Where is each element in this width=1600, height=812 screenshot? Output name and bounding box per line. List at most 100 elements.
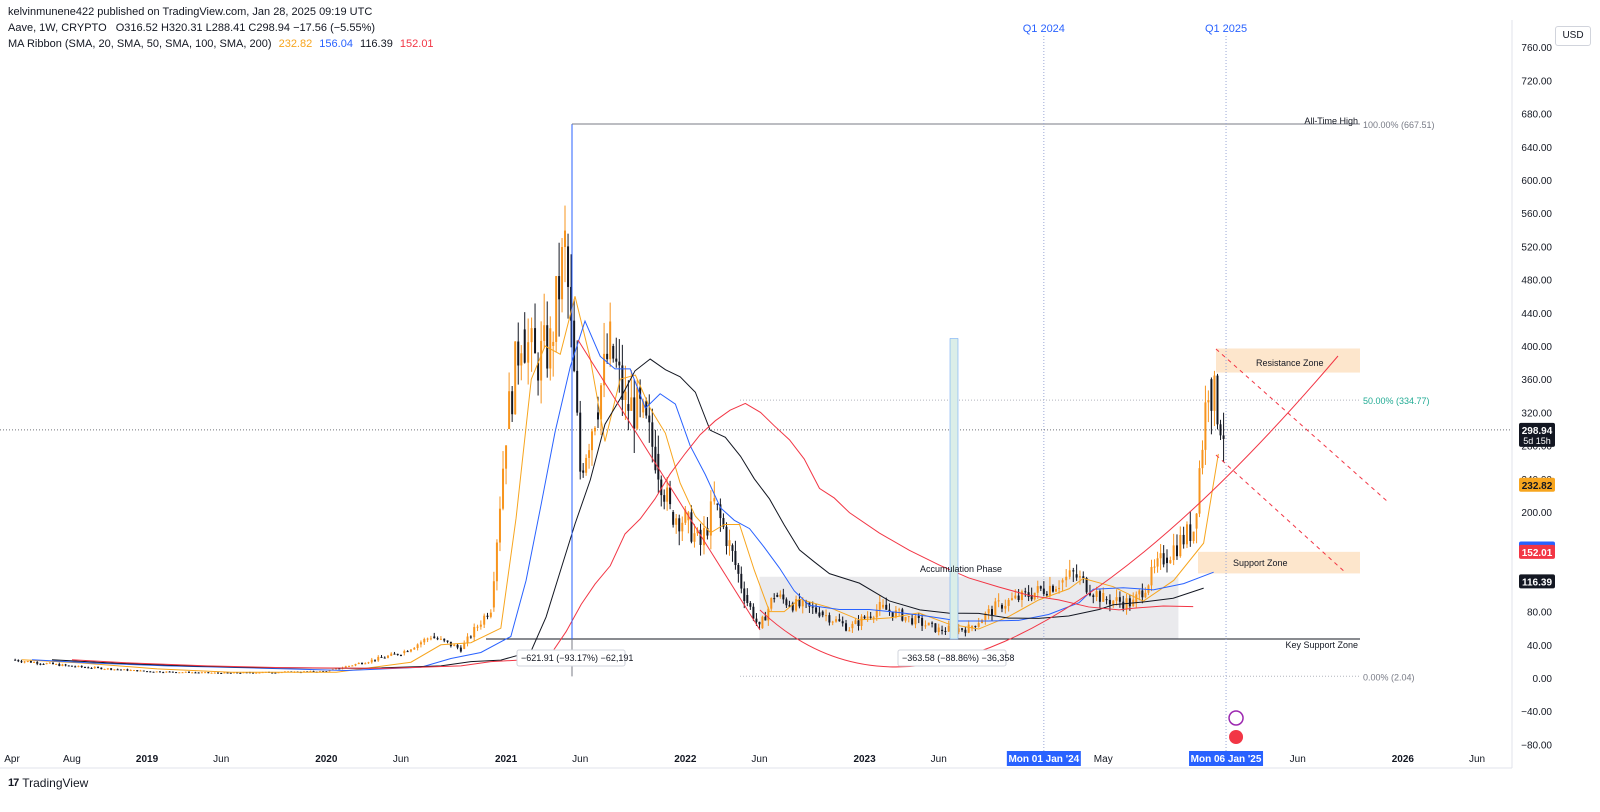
y-tick-label: 760.00	[1521, 43, 1552, 54]
candle-body	[171, 671, 174, 673]
candle-body	[1169, 560, 1172, 564]
candle-body	[543, 325, 546, 341]
candle-body	[1185, 524, 1188, 545]
candle-body	[1048, 585, 1051, 596]
candle-body	[690, 512, 693, 542]
candle-body	[997, 600, 1000, 602]
candle-body	[1115, 597, 1118, 601]
candle-body	[433, 636, 436, 639]
candle-body	[399, 654, 402, 656]
candle-body	[74, 666, 77, 668]
time-highlight-badge	[1189, 751, 1264, 766]
candle-body	[875, 609, 878, 618]
candle-body	[213, 672, 216, 674]
x-tick-label: 2019	[136, 754, 159, 765]
candle-body	[924, 625, 927, 627]
symbol-label[interactable]: Aave, 1W, CRYPTO	[8, 22, 107, 34]
candle-body	[271, 672, 274, 674]
candle-body	[239, 672, 242, 674]
candle-body	[386, 655, 389, 658]
y-tick-label: 200.00	[1521, 508, 1552, 519]
candle-body	[967, 624, 970, 633]
x-tick-label: Jun	[572, 754, 588, 765]
candle-body	[116, 669, 119, 671]
candle-body	[872, 617, 875, 619]
ma-value-20: 232.82	[278, 38, 313, 50]
candle-body	[944, 630, 947, 632]
resistance-zone-label: Resistance Zone	[1256, 358, 1324, 368]
candle-body	[443, 638, 446, 641]
candle-body	[776, 595, 779, 597]
support-zone-label: Support Zone	[1233, 558, 1288, 568]
price-axis-badge	[1519, 544, 1555, 559]
candle-body	[994, 601, 997, 615]
candle-body	[165, 671, 168, 673]
candle-body	[746, 595, 749, 603]
ma-line-sma-50	[31, 319, 1214, 672]
candle-body	[204, 672, 207, 674]
candle-body	[770, 598, 773, 609]
candle-body	[1201, 449, 1204, 469]
candle-body	[815, 607, 818, 613]
candle-body	[459, 647, 462, 652]
x-tick-label: May	[1094, 754, 1113, 765]
fib-level-label: 100.00% (667.51)	[1363, 120, 1435, 130]
candle-body	[436, 638, 439, 640]
candle-body	[603, 353, 606, 386]
candle-body	[828, 615, 831, 623]
measure-label-1: −621.91 (−93.17%) −62,191	[521, 653, 633, 663]
candle-body	[229, 672, 232, 674]
candle-body	[492, 581, 495, 608]
all-time-high-label: All-Time High	[1304, 116, 1358, 126]
candle-body	[831, 621, 834, 623]
candle-body	[184, 671, 187, 673]
candle-body	[152, 671, 155, 673]
candle-body	[1082, 576, 1085, 579]
candle-body	[403, 651, 406, 654]
time-highlight-label: Mon 06 Jan '25	[1191, 754, 1262, 765]
candle-body	[678, 518, 681, 532]
x-tick-label: Apr	[4, 754, 20, 765]
candle-body	[26, 661, 29, 663]
candle-body	[338, 668, 341, 670]
y-tick-label: 600.00	[1521, 176, 1552, 187]
candle-body	[1072, 570, 1075, 572]
currency-button[interactable]: USD	[1555, 26, 1591, 46]
price-axis-badge-label: 116.39	[1522, 577, 1552, 588]
candle-body	[236, 672, 239, 674]
candle-body	[1189, 524, 1192, 541]
candle-body	[344, 666, 347, 668]
candle-body	[175, 672, 178, 674]
candle-body	[187, 671, 190, 673]
candle-body	[1078, 576, 1081, 578]
candle-body	[1108, 599, 1111, 605]
candle-body	[851, 623, 854, 629]
candle-body	[657, 453, 660, 480]
candle-body	[309, 671, 312, 673]
candle-body	[1051, 585, 1054, 592]
candle-body	[87, 667, 90, 669]
candle-body	[129, 670, 132, 672]
candle-body	[835, 619, 838, 622]
candle-body	[48, 662, 51, 664]
ma-ribbon-label[interactable]: MA Ribbon (SMA, 20, SMA, 50, SMA, 100, S…	[8, 38, 272, 50]
candle-body	[1118, 597, 1121, 602]
candle-body	[90, 667, 93, 669]
x-tick-label: 2026	[1392, 754, 1415, 765]
candle-body	[274, 672, 277, 674]
candle-body	[1128, 598, 1131, 607]
candle-body	[600, 385, 603, 420]
candle-body	[453, 644, 456, 647]
candle-body	[1102, 593, 1105, 602]
price-axis-badge-label: 232.82	[1522, 481, 1553, 492]
candle-body	[558, 276, 561, 300]
candle-body	[200, 672, 203, 674]
candle-body	[1088, 592, 1091, 596]
candle-body	[162, 672, 165, 674]
y-tick-label: 680.00	[1521, 110, 1552, 121]
y-tick-label: 360.00	[1521, 375, 1552, 386]
support-zone	[1198, 551, 1360, 574]
quarter-marker-label: Q1 2025	[1205, 23, 1247, 35]
ma-line-sma-20	[21, 296, 1219, 673]
